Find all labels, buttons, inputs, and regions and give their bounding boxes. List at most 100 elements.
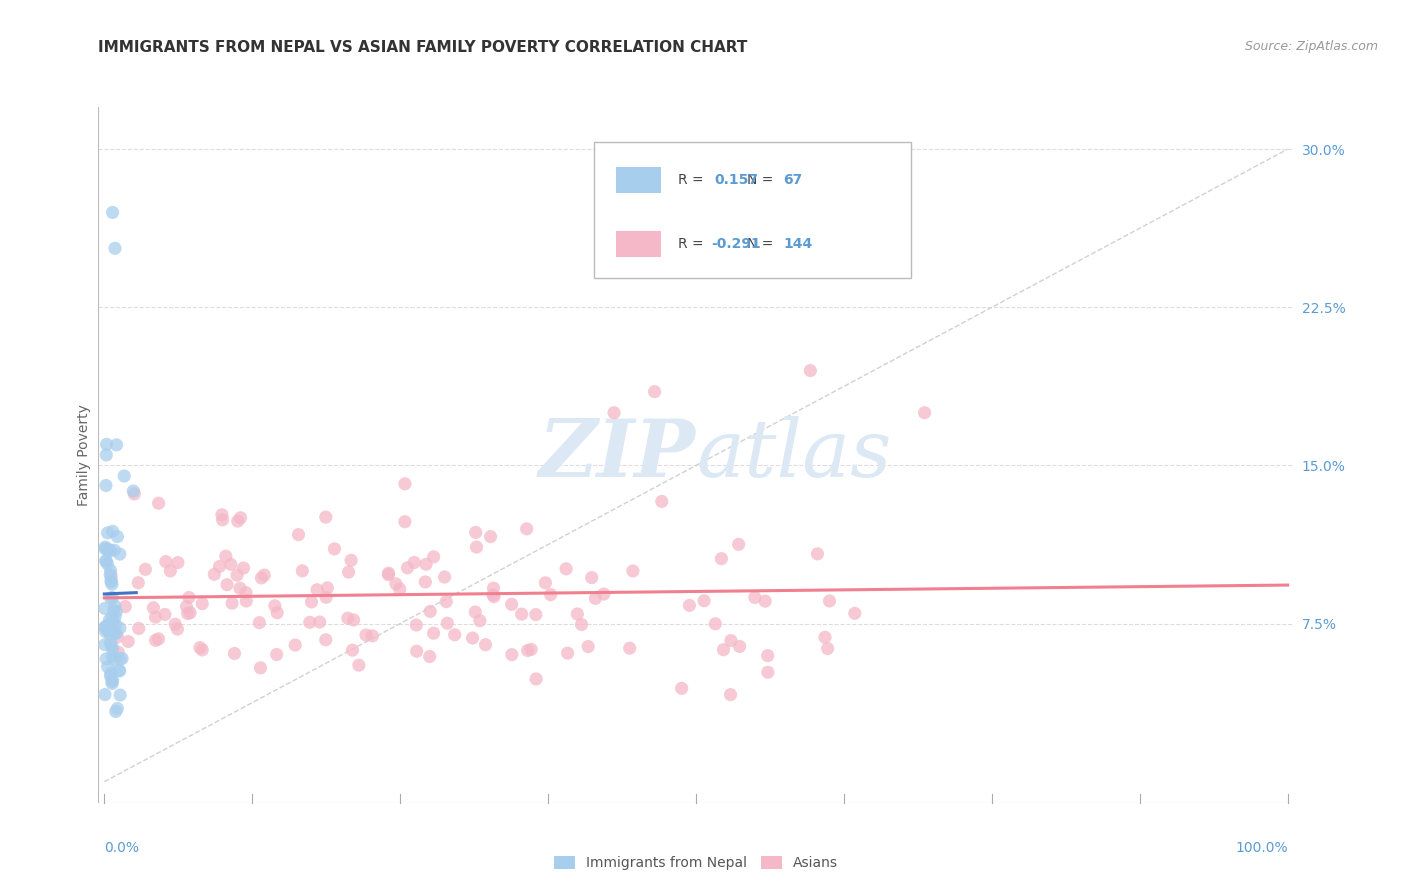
Point [817, 641, 839, 656]
Point [287, 527, 309, 541]
Point [96, 437, 118, 451]
Point [567, 607, 589, 621]
Point [284, 638, 307, 652]
Point [98, 542, 121, 557]
Text: 0.157: 0.157 [714, 173, 758, 187]
Point [108, 664, 131, 678]
Point [98, 543, 121, 558]
Point [576, 640, 599, 654]
Text: N =: N = [748, 237, 778, 252]
Point [308, 615, 330, 629]
Point [128, 622, 150, 636]
Point [354, 628, 377, 642]
Point [253, 568, 276, 582]
Point [249, 661, 271, 675]
Point [226, 514, 249, 528]
Point [107, 630, 129, 644]
Point [806, 547, 828, 561]
Point [124, 487, 146, 501]
Point [342, 643, 364, 657]
Point [419, 604, 441, 618]
Point [167, 556, 190, 570]
Point [394, 476, 416, 491]
Point [291, 564, 314, 578]
Point [176, 607, 198, 621]
Point [108, 688, 131, 702]
Point [101, 642, 124, 657]
Point [385, 577, 408, 591]
Point [693, 594, 716, 608]
Point [100, 591, 122, 605]
Point [419, 649, 441, 664]
Point [100, 574, 122, 589]
Point [540, 588, 562, 602]
Point [671, 681, 693, 696]
Point [818, 594, 841, 608]
Point [97, 624, 120, 638]
Point [336, 611, 359, 625]
Point [443, 628, 465, 642]
Point [229, 510, 252, 524]
Text: IMMIGRANTS FROM NEPAL VS ASIAN FAMILY POVERTY CORRELATION CHART: IMMIGRANTS FROM NEPAL VS ASIAN FAMILY PO… [98, 40, 748, 55]
Point [101, 673, 124, 687]
Point [479, 530, 502, 544]
Point [211, 508, 233, 522]
Point [100, 569, 122, 583]
Point [215, 549, 238, 564]
Point [555, 562, 578, 576]
Point [96, 542, 118, 557]
Point [520, 642, 543, 657]
Point [117, 634, 139, 648]
Point [464, 605, 486, 619]
Point [101, 674, 124, 689]
Point [96, 652, 118, 666]
Point [644, 384, 666, 399]
Point [148, 496, 170, 510]
Point [96, 554, 118, 568]
Point [94, 554, 117, 568]
Point [104, 705, 127, 719]
Point [323, 541, 346, 556]
Point [413, 574, 436, 589]
Point [94, 541, 117, 556]
Point [96, 557, 118, 571]
Point [266, 648, 288, 662]
Point [728, 640, 751, 654]
Point [98, 613, 121, 627]
Text: 144: 144 [783, 237, 813, 252]
Point [122, 484, 145, 499]
Point [468, 614, 491, 628]
Text: N =: N = [748, 173, 778, 187]
Point [108, 652, 131, 666]
Point [342, 613, 364, 627]
Point [524, 672, 547, 686]
Point [97, 660, 120, 674]
Point [224, 647, 246, 661]
Point [621, 564, 644, 578]
Point [107, 645, 129, 659]
Point [232, 561, 254, 575]
Point [307, 582, 329, 597]
Point [191, 597, 214, 611]
Point [104, 617, 127, 632]
Point [534, 575, 557, 590]
Point [799, 363, 821, 377]
Point [153, 607, 176, 622]
Point [142, 600, 165, 615]
Point [436, 616, 458, 631]
Point [756, 648, 779, 663]
Point [94, 620, 117, 634]
Point [101, 610, 124, 624]
Point [179, 606, 201, 620]
Point [229, 581, 252, 595]
Point [510, 607, 533, 621]
Point [250, 571, 273, 585]
Y-axis label: Family Poverty: Family Poverty [77, 404, 91, 506]
Point [516, 643, 538, 657]
Point [433, 570, 456, 584]
Point [104, 609, 127, 624]
Text: -0.291: -0.291 [711, 237, 761, 252]
Point [211, 513, 233, 527]
Point [710, 551, 733, 566]
Point [94, 478, 117, 492]
